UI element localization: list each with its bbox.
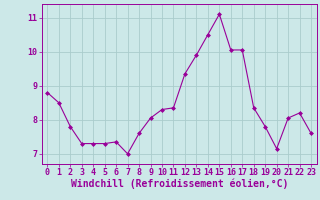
X-axis label: Windchill (Refroidissement éolien,°C): Windchill (Refroidissement éolien,°C) [70,179,288,189]
